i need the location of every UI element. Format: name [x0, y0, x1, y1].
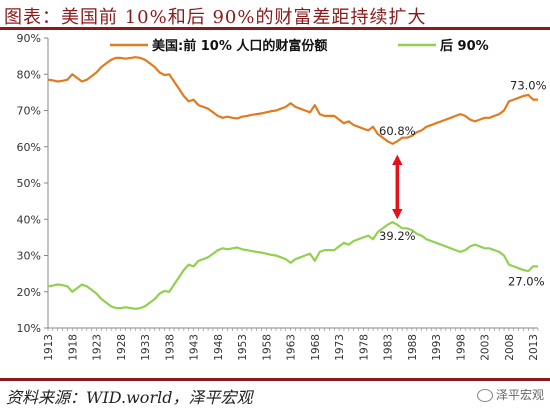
- x-tick-label: 1938: [164, 334, 176, 361]
- y-tick-label: 90%: [17, 32, 41, 45]
- y-tick-label: 20%: [17, 286, 41, 299]
- y-tick-label: 10%: [17, 322, 41, 335]
- y-tick-label: 50%: [17, 177, 41, 190]
- x-tick-label: 1998: [455, 334, 467, 361]
- data-label: 73.0%: [510, 79, 547, 93]
- x-tick-label: 2013: [528, 334, 540, 361]
- x-tick-label: 1973: [334, 334, 346, 361]
- data-label: 27.0%: [508, 274, 545, 288]
- source-note: 资料来源：WID.world，泽平宏观: [6, 388, 253, 407]
- x-tick-label: 1943: [189, 334, 201, 361]
- series-line-bottom90: [47, 221, 538, 310]
- x-tick-label: 2008: [504, 334, 516, 361]
- x-tick-label: 2003: [480, 334, 492, 361]
- x-tick-label: 1993: [431, 334, 443, 361]
- wechat-icon: [476, 389, 493, 402]
- y-tick-label: 80%: [17, 68, 41, 81]
- x-tick-label: 1953: [237, 334, 249, 361]
- x-tick-label: 1958: [261, 334, 273, 361]
- x-tick-label: 1913: [43, 334, 55, 361]
- x-minor-ticks: [47, 328, 539, 331]
- x-tick-label: 1988: [407, 334, 419, 361]
- x-tick-label: 1963: [286, 334, 298, 361]
- x-tick-label: 1978: [358, 334, 370, 361]
- y-tick-label: 30%: [17, 250, 41, 263]
- y-tick-label: 40%: [17, 213, 41, 226]
- chart-footer: 资料来源：WID.world，泽平宏观 泽平宏观: [0, 378, 550, 409]
- x-tick-label: 1983: [383, 334, 395, 361]
- series-line-top10: [47, 56, 538, 145]
- y-tick-label: 70%: [17, 105, 41, 118]
- x-tick-label: 1928: [116, 334, 128, 361]
- data-label: 60.8%: [379, 124, 416, 138]
- y-tick-label: 60%: [17, 141, 41, 154]
- watermark: 泽平宏观: [476, 386, 544, 403]
- x-tick-label: 1968: [310, 334, 322, 361]
- data-label: 39.2%: [379, 229, 416, 243]
- x-tick-label: 1918: [67, 334, 79, 361]
- legend-label-top10: 美国:前 10% 人口的财富份额: [152, 38, 327, 54]
- x-tick-label: 1933: [140, 334, 152, 361]
- legend-label-bottom90: 后 90%: [440, 38, 489, 54]
- watermark-text: 泽平宏观: [495, 388, 544, 402]
- chart-header: 图表：美国前 10%和后 90%的财富差距持续扩大: [0, 0, 550, 30]
- chart-title: 图表：美国前 10%和后 90%的财富差距持续扩大: [4, 7, 427, 28]
- x-tick-label: 1923: [92, 334, 104, 361]
- line-chart: 10% 20% 30% 40% 50% 60% 70% 80% 90% 1913 1918 1923 1…: [17, 32, 547, 361]
- x-tick-label: 1948: [213, 334, 225, 361]
